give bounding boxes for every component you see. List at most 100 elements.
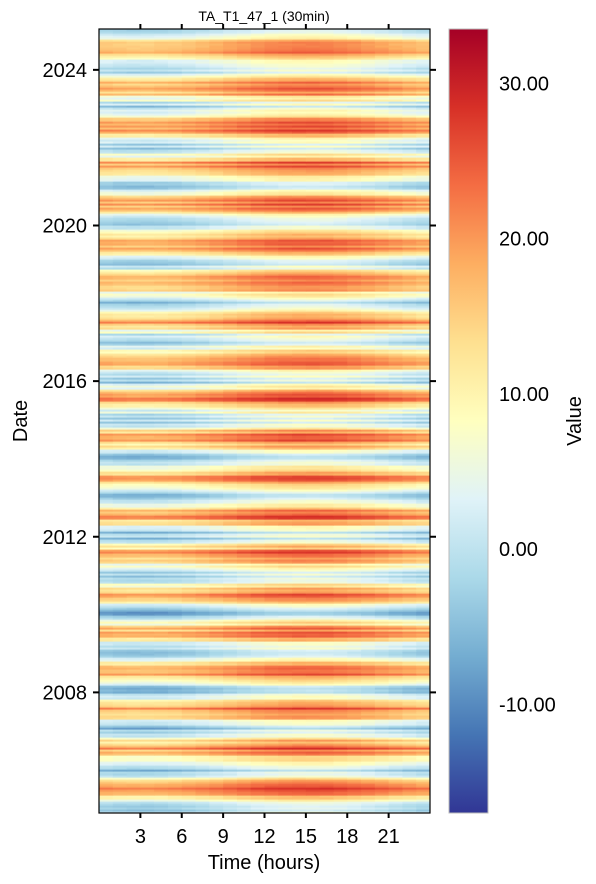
heatmap-cell [126, 787, 141, 790]
heatmap-cell [167, 649, 183, 652]
heatmap-cell [195, 609, 210, 612]
heatmap-cell [236, 501, 252, 504]
heatmap-cell [402, 751, 417, 754]
heatmap-cell [319, 569, 335, 572]
heatmap-cell [388, 489, 404, 492]
heatmap-cell [416, 575, 430, 578]
heatmap-cell [319, 745, 335, 748]
heatmap-cell [223, 479, 238, 482]
heatmap-cell [305, 721, 321, 724]
heatmap-cell [361, 457, 376, 460]
heatmap-cell [402, 755, 417, 758]
heatmap-cell [264, 599, 279, 602]
heatmap-cell [250, 725, 266, 728]
heatmap-cell [292, 651, 307, 654]
heatmap-cell [126, 753, 141, 756]
heatmap-cell [181, 779, 197, 782]
heatmap-cell [112, 727, 128, 730]
heatmap-cell [126, 725, 141, 728]
heatmap-cell [195, 607, 210, 610]
heatmap-cell [167, 637, 183, 640]
heatmap-cell [181, 489, 197, 492]
heatmap-cell [333, 713, 348, 716]
heatmap-cell [250, 619, 266, 622]
heatmap-cell [333, 617, 348, 620]
heatmap-cell [223, 533, 238, 536]
heatmap-cell [264, 755, 279, 758]
heatmap-cell [292, 401, 307, 404]
heatmap-cell [112, 575, 128, 578]
heatmap-cell [223, 613, 238, 616]
heatmap-cell [278, 521, 293, 524]
heatmap-cell [99, 797, 114, 800]
heatmap-cell [223, 531, 238, 534]
heatmap-cell [209, 469, 224, 472]
heatmap-cell [112, 809, 128, 812]
heatmap-cell [112, 747, 128, 750]
heatmap-cell [278, 739, 293, 742]
heatmap-cell [305, 461, 321, 464]
heatmap-cell [99, 759, 114, 762]
heatmap-cell [374, 577, 390, 580]
heatmap-cell [140, 405, 155, 408]
heatmap-cell [167, 747, 183, 750]
heatmap-cell [319, 783, 335, 786]
heatmap-cell [167, 469, 183, 472]
heatmap-cell [126, 793, 141, 796]
heatmap-cell [319, 497, 335, 500]
heatmap-cell [112, 771, 128, 774]
heatmap-cell [167, 619, 183, 622]
heatmap-cell [374, 525, 390, 528]
heatmap-cell [126, 631, 141, 634]
heatmap-cell [374, 455, 390, 458]
heatmap-cell [278, 469, 293, 472]
heatmap-cell [319, 453, 335, 456]
heatmap-cell [347, 683, 362, 686]
heatmap-cell [278, 613, 293, 616]
heatmap-cell [388, 789, 404, 792]
heatmap-cell [278, 641, 293, 644]
heatmap-cell [181, 517, 197, 520]
heatmap-cell [333, 469, 348, 472]
heatmap-cell [361, 667, 376, 670]
heatmap-cell [264, 569, 279, 572]
heatmap-cell [112, 503, 128, 506]
heatmap-cell [416, 541, 430, 544]
heatmap-cell [154, 523, 169, 526]
heatmap-cell [388, 767, 404, 770]
heatmap-cell [112, 751, 128, 754]
heatmap-cell [154, 567, 169, 570]
heatmap-cell [305, 713, 321, 716]
heatmap-cell [333, 437, 348, 440]
heatmap-cell [223, 795, 238, 798]
heatmap-cell [278, 795, 293, 798]
heatmap-cell [347, 565, 362, 568]
heatmap-cell [264, 631, 279, 634]
heatmap-cell [416, 625, 430, 628]
heatmap-cell [264, 751, 279, 754]
heatmap-cell [167, 721, 183, 724]
heatmap-cell [181, 679, 197, 682]
heatmap-cell [167, 539, 183, 542]
heatmap-cell [126, 539, 141, 542]
heatmap-cell [388, 707, 404, 710]
heatmap-cell [374, 655, 390, 658]
heatmap-cell [126, 497, 141, 500]
heatmap-cell [402, 523, 417, 526]
heatmap-cell [112, 633, 128, 636]
heatmap-cell [388, 665, 404, 668]
heatmap-cell [347, 533, 362, 536]
heatmap-cell [347, 809, 362, 812]
heatmap-cell [402, 805, 417, 808]
heatmap-cell [181, 621, 197, 624]
heatmap-cell [140, 579, 155, 582]
heatmap-cell [264, 729, 279, 732]
heatmap-cell [305, 397, 321, 400]
heatmap-cell [347, 497, 362, 500]
heatmap-cell [292, 505, 307, 508]
heatmap-cell [264, 607, 279, 610]
heatmap-cell [140, 433, 155, 436]
heatmap-cell [388, 599, 404, 602]
heatmap-cell [140, 515, 155, 518]
heatmap-cell [319, 791, 335, 794]
